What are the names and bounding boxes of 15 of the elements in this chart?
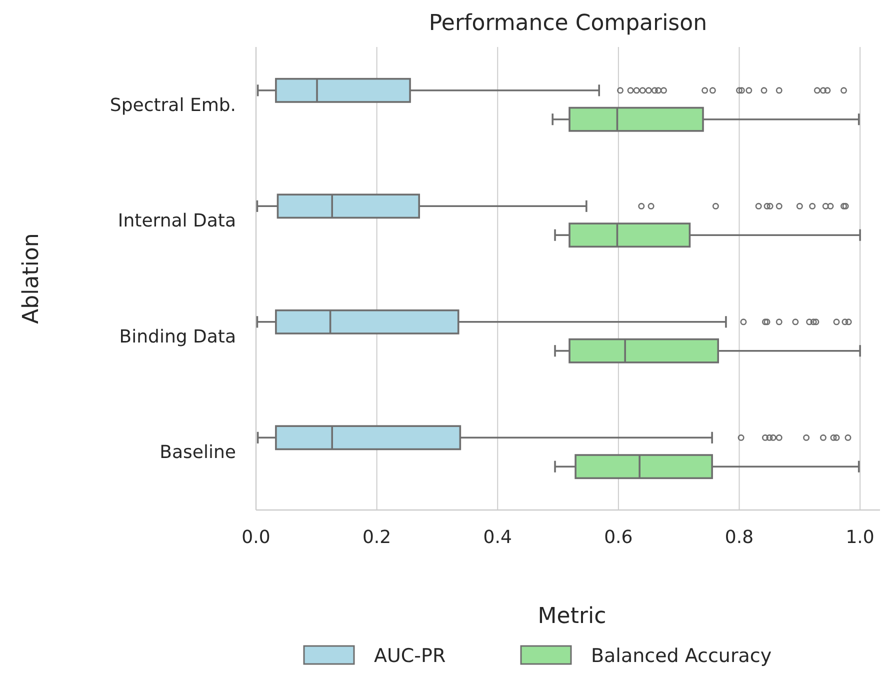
x-tick-label: 1.0 xyxy=(846,527,874,548)
x-tick-label: 0.6 xyxy=(604,527,633,548)
y-tick-label: Baseline xyxy=(160,442,236,464)
legend-label: Balanced Accuracy xyxy=(591,645,772,667)
x-tick-label: 0.8 xyxy=(724,527,754,548)
x-tick-label: 0.2 xyxy=(362,527,392,548)
y-tick-label: Binding Data xyxy=(119,326,236,348)
legend-label: AUC-PR xyxy=(374,645,446,667)
chart-title: Performance Comparison xyxy=(428,11,708,36)
x-tick-label: 0.4 xyxy=(483,527,512,548)
y-tick-label: Internal Data xyxy=(118,210,236,232)
legend-title: Metric xyxy=(538,604,606,629)
x-tick-label: 0.0 xyxy=(242,527,270,548)
y-tick-label: Spectral Emb. xyxy=(110,94,236,116)
y-axis-title: Ablation xyxy=(19,233,44,324)
